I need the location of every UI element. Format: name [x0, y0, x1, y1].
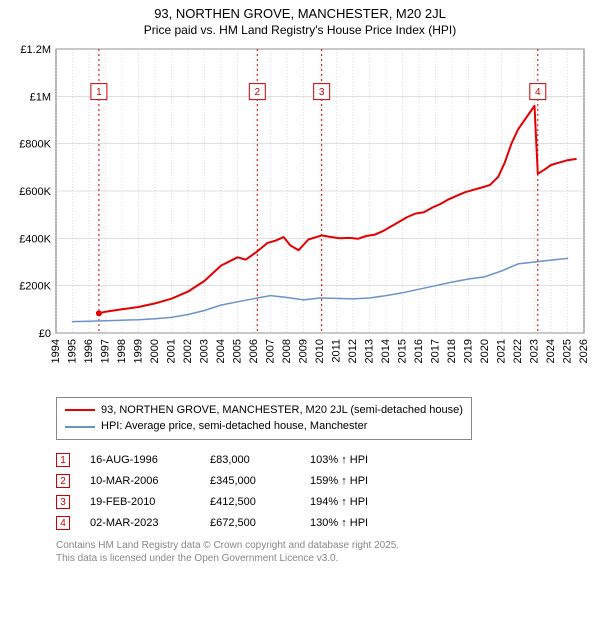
chart-container: 93, NORTHEN GROVE, MANCHESTER, M20 2JL P…: [0, 0, 600, 573]
table-row: 2 10-MAR-2006 £345,000 159% ↑ HPI: [56, 471, 580, 492]
svg-text:£200K: £200K: [19, 281, 51, 293]
svg-text:2000: 2000: [149, 339, 161, 363]
svg-text:2015: 2015: [397, 339, 409, 363]
chart-title: 93, NORTHEN GROVE, MANCHESTER, M20 2JL: [10, 6, 590, 23]
svg-text:2005: 2005: [232, 339, 244, 363]
svg-text:2009: 2009: [298, 339, 310, 363]
legend-swatch: [65, 426, 95, 428]
table-row: 1 16-AUG-1996 £83,000 103% ↑ HPI: [56, 450, 580, 471]
legend: 93, NORTHEN GROVE, MANCHESTER, M20 2JL (…: [56, 397, 472, 440]
svg-text:£0: £0: [39, 328, 51, 340]
svg-text:1995: 1995: [67, 339, 79, 363]
svg-text:2020: 2020: [479, 339, 491, 363]
svg-text:2023: 2023: [529, 339, 541, 363]
sale-pct: 194% ↑ HPI: [310, 492, 410, 513]
svg-text:£400K: £400K: [19, 233, 51, 245]
svg-text:2002: 2002: [182, 339, 194, 363]
sale-price: £345,000: [210, 471, 290, 492]
svg-text:2025: 2025: [562, 339, 574, 363]
chart-svg: £0 £200K £400K £600K £800K £1M £1.2M 1994 1995 19…: [10, 43, 590, 393]
sale-marker-icon: 3: [56, 495, 70, 509]
table-row: 4 02-MAR-2023 £672,500 130% ↑ HPI: [56, 513, 580, 534]
svg-text:1: 1: [96, 87, 102, 98]
svg-text:1999: 1999: [133, 339, 145, 363]
svg-text:3: 3: [319, 87, 325, 98]
svg-text:1998: 1998: [116, 339, 128, 363]
table-row: 3 19-FEB-2010 £412,500 194% ↑ HPI: [56, 492, 580, 513]
svg-text:2026: 2026: [578, 339, 590, 363]
svg-text:2007: 2007: [265, 339, 277, 363]
svg-text:1997: 1997: [100, 339, 112, 363]
svg-text:1994: 1994: [50, 339, 62, 363]
legend-label: HPI: Average price, semi-detached house,…: [101, 418, 367, 435]
svg-text:£1M: £1M: [30, 91, 51, 103]
svg-text:2001: 2001: [166, 339, 178, 363]
attribution: Contains HM Land Registry data © Crown c…: [56, 539, 580, 565]
svg-text:2008: 2008: [281, 339, 293, 363]
sales-table: 1 16-AUG-1996 £83,000 103% ↑ HPI 2 10-MA…: [56, 450, 580, 534]
svg-text:2017: 2017: [430, 339, 442, 363]
sale-marker-icon: 1: [56, 453, 70, 467]
svg-text:£600K: £600K: [19, 186, 51, 198]
legend-swatch: [65, 409, 95, 411]
sale-pct: 159% ↑ HPI: [310, 471, 410, 492]
svg-text:2021: 2021: [496, 339, 508, 363]
svg-text:2: 2: [255, 87, 261, 98]
svg-text:1996: 1996: [83, 339, 95, 363]
svg-text:£800K: £800K: [19, 139, 51, 151]
legend-row: 93, NORTHEN GROVE, MANCHESTER, M20 2JL (…: [65, 402, 463, 419]
sale-price: £412,500: [210, 492, 290, 513]
svg-text:2014: 2014: [380, 339, 392, 363]
sale-price: £83,000: [210, 450, 290, 471]
sale-pct: 130% ↑ HPI: [310, 513, 410, 534]
legend-label: 93, NORTHEN GROVE, MANCHESTER, M20 2JL (…: [101, 402, 463, 419]
legend-row: HPI: Average price, semi-detached house,…: [65, 418, 463, 435]
sale-marker-icon: 4: [56, 516, 70, 530]
svg-text:2003: 2003: [199, 339, 211, 363]
svg-text:2024: 2024: [545, 339, 557, 363]
sale-marker-icon: 2: [56, 474, 70, 488]
svg-text:2018: 2018: [446, 339, 458, 363]
svg-text:£1.2M: £1.2M: [20, 44, 51, 56]
svg-text:2022: 2022: [512, 339, 524, 363]
svg-text:2006: 2006: [248, 339, 260, 363]
svg-text:2011: 2011: [331, 339, 343, 363]
chart-subtitle: Price paid vs. HM Land Registry's House …: [10, 23, 590, 37]
svg-text:4: 4: [535, 87, 541, 98]
svg-text:2013: 2013: [364, 339, 376, 363]
attribution-line: Contains HM Land Registry data © Crown c…: [56, 539, 580, 552]
svg-text:2019: 2019: [463, 339, 475, 363]
sale-pct: 103% ↑ HPI: [310, 450, 410, 471]
sale-price: £672,500: [210, 513, 290, 534]
svg-text:2016: 2016: [413, 339, 425, 363]
svg-text:2004: 2004: [215, 339, 227, 363]
sale-date: 16-AUG-1996: [90, 450, 190, 471]
chart-area: £0 £200K £400K £600K £800K £1M £1.2M 1994 1995 19…: [10, 43, 590, 393]
svg-text:2010: 2010: [314, 339, 326, 363]
sale-date: 19-FEB-2010: [90, 492, 190, 513]
sale-date: 02-MAR-2023: [90, 513, 190, 534]
sale-date: 10-MAR-2006: [90, 471, 190, 492]
svg-text:2012: 2012: [347, 339, 359, 363]
attribution-line: This data is licensed under the Open Gov…: [56, 552, 580, 565]
